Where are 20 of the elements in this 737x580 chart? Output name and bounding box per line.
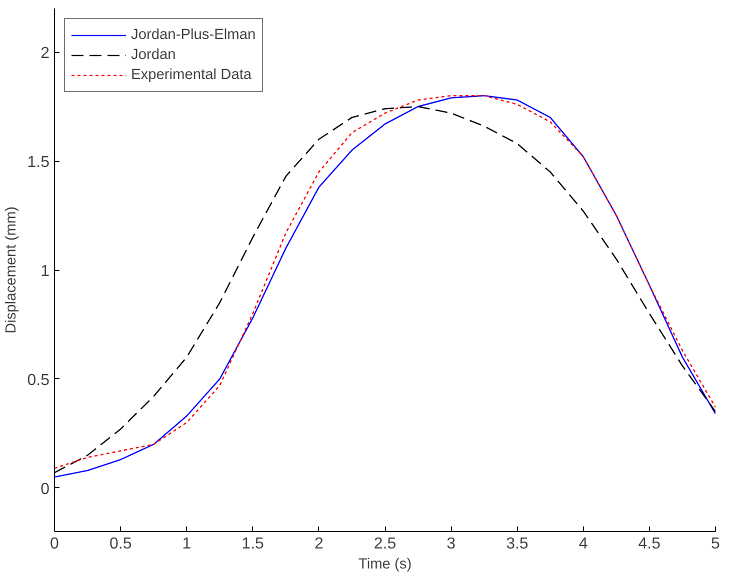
y-axis-title: Displacement (mm) <box>3 206 20 334</box>
y-tick-label: 1 <box>40 263 50 280</box>
x-tick-label: 4.5 <box>638 536 661 552</box>
x-tick-label: 1 <box>182 536 192 552</box>
x-tick-label: 5 <box>711 536 720 552</box>
legend-label: Experimental Data <box>131 67 252 83</box>
x-tick-label: 3 <box>446 536 456 552</box>
x-tick-label: 3.5 <box>506 536 528 552</box>
x-tick-label: 2 <box>314 536 324 552</box>
y-tick-label: 0 <box>40 480 50 498</box>
y-tick-label: 2 <box>40 45 50 62</box>
legend-label: Jordan-Plus-Elman <box>131 27 256 43</box>
x-axis-title: Time (s) <box>358 556 412 572</box>
legend-label: Jordan <box>131 47 176 63</box>
y-tick-label: 1.5 <box>27 154 50 172</box>
x-tick-label: 4 <box>578 536 588 552</box>
y-tick-label: 0.5 <box>27 372 50 389</box>
x-tick-label: 1.5 <box>242 536 264 552</box>
x-tick-label: 0.5 <box>109 536 132 552</box>
x-tick-label: 2.5 <box>374 536 396 552</box>
